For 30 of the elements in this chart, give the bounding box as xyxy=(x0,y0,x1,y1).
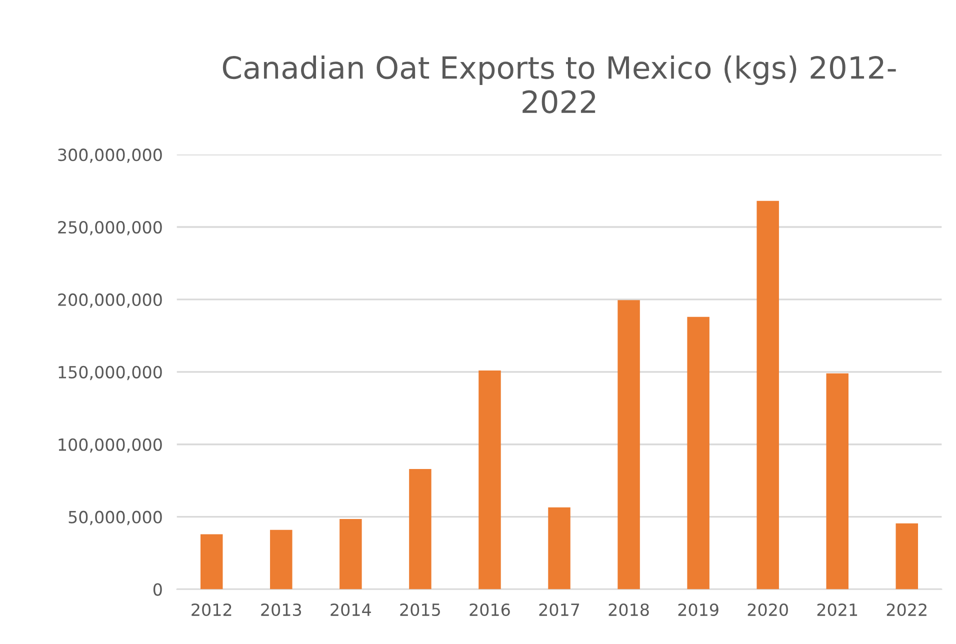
bar xyxy=(270,530,292,590)
bar xyxy=(687,316,710,590)
bar xyxy=(618,300,640,590)
x-tick-label: 2021 xyxy=(817,603,858,616)
y-tick-label: 200,000,000 xyxy=(58,293,162,308)
x-tick-label: 2022 xyxy=(886,603,926,616)
x-tick-label: 2016 xyxy=(470,603,510,616)
x-tick-label: 2020 xyxy=(748,603,788,616)
x-tick-label: 2019 xyxy=(678,603,718,616)
y-tick-label: 50,000,000 xyxy=(68,510,162,526)
y-tick-label: 150,000,000 xyxy=(58,366,162,380)
bar xyxy=(409,468,432,590)
x-tick-label: 2017 xyxy=(539,603,580,616)
x-tick-label: 2018 xyxy=(608,603,649,616)
bar xyxy=(826,373,848,590)
bar xyxy=(896,523,918,590)
bar xyxy=(200,534,223,590)
chart-title: Canadian Oat Exports to Mexico (kgs) 2012- 2022 xyxy=(222,55,896,114)
bar xyxy=(756,200,779,590)
x-tick-label: 2013 xyxy=(261,603,302,616)
x-tick-label: 2012 xyxy=(192,603,232,616)
y-tick-label: 250,000,000 xyxy=(58,220,162,236)
y-tick-label: 300,000,000 xyxy=(58,148,162,163)
bar xyxy=(478,370,501,590)
bar xyxy=(548,507,570,590)
bar xyxy=(340,518,362,590)
y-tick-label: 100,000,000 xyxy=(58,438,162,453)
x-tick-label: 2015 xyxy=(400,603,440,616)
x-tick-label: 2014 xyxy=(330,603,371,616)
y-tick-label: 0 xyxy=(153,583,162,596)
